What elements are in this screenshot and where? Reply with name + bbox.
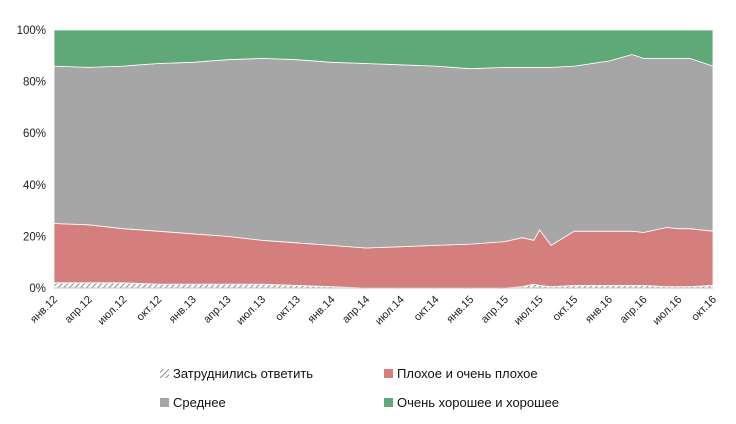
legend-label: Очень хорошее и хорошее	[397, 395, 559, 410]
x-tick-label: янв.14	[306, 294, 338, 326]
legend-label: Затруднились ответить	[173, 366, 313, 381]
legend-swatch	[160, 369, 169, 378]
legend: Затруднились ответить Плохое и очень плох…	[160, 366, 559, 410]
legend-swatch	[160, 398, 169, 407]
x-tick-label: янв.16	[583, 294, 615, 326]
legend-swatch	[384, 398, 393, 407]
y-tick-label: 80%	[23, 77, 46, 89]
x-tick-label: окт.12	[134, 294, 164, 324]
x-tick-label: окт.13	[273, 294, 303, 324]
y-tick-label: 100%	[17, 25, 46, 37]
x-tick-label: июл.12	[96, 294, 130, 328]
x-tick-label: июл.15	[512, 294, 546, 328]
area-series-4	[53, 29, 714, 70]
y-tick-label: 0%	[29, 283, 46, 295]
x-tick-label: апр.13	[201, 294, 233, 326]
x-tick-label: апр.14	[340, 294, 372, 326]
legend-label: Плохое и очень плохое	[397, 366, 538, 381]
x-tick-label: окт.16	[689, 294, 719, 324]
legend-label: Среднее	[173, 395, 226, 410]
area-series-3	[53, 54, 714, 249]
x-tick-label: апр.15	[479, 294, 511, 326]
x-tick-label: окт.14	[412, 294, 442, 324]
y-tick-label: 40%	[23, 180, 46, 192]
x-tick-label: апр.16	[618, 294, 650, 326]
plot-area	[53, 29, 714, 289]
y-tick-label: 20%	[23, 231, 46, 243]
x-tick-label: янв.12	[28, 294, 60, 326]
x-tick-label: апр.12	[63, 294, 95, 326]
x-tick-label: июл.14	[373, 294, 407, 328]
x-tick-label: янв.13	[167, 294, 199, 326]
y-tick-label: 60%	[23, 128, 46, 140]
x-tick-label: июл.13	[234, 294, 268, 328]
x-tick-label: окт.15	[551, 294, 581, 324]
x-tick-label: янв.15	[444, 294, 476, 326]
legend-swatch	[384, 369, 393, 378]
x-tick-label: июл.16	[651, 294, 685, 328]
